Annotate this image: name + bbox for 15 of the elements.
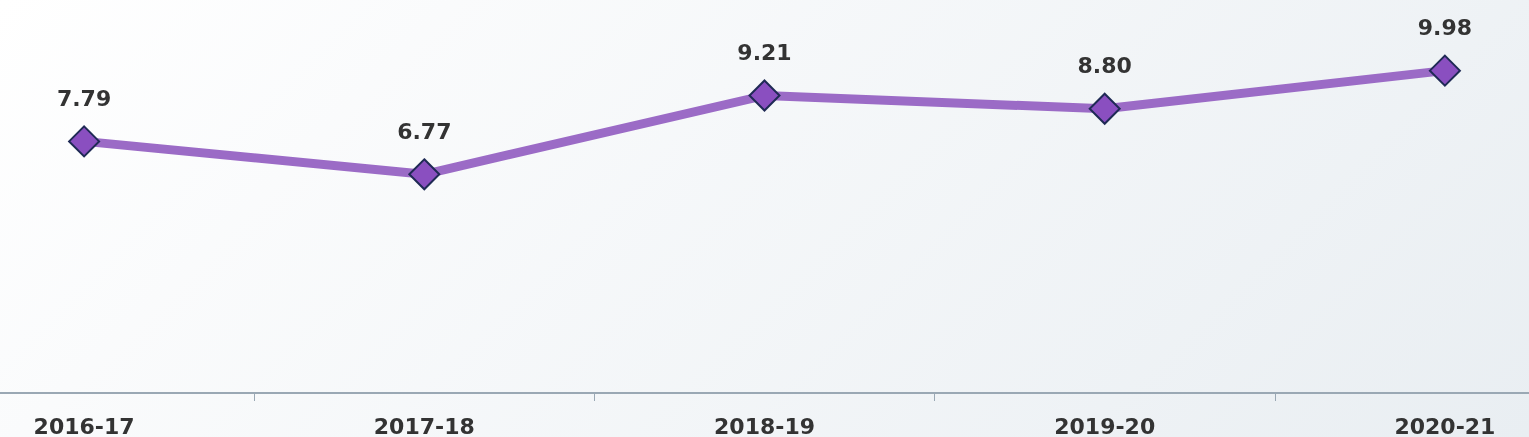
point [68, 125, 101, 158]
data-label: 9.98 [1417, 15, 1473, 41]
point [408, 158, 441, 191]
point [1428, 54, 1461, 87]
point [748, 79, 781, 112]
x-tick-label: 2018-19 [714, 413, 815, 437]
data-label: 7.79 [56, 85, 112, 111]
x-tick-label: 2020-21 [1394, 413, 1496, 437]
data-label: 8.80 [1077, 53, 1132, 79]
data-label: 6.77 [397, 118, 452, 144]
x-tick-label: 2016-17 [33, 413, 135, 437]
data-label: 9.21 [737, 40, 792, 66]
point [1088, 92, 1121, 125]
x-tick-label: 2017-18 [373, 413, 475, 437]
x-tick-label: 2019-20 [1054, 413, 1156, 437]
